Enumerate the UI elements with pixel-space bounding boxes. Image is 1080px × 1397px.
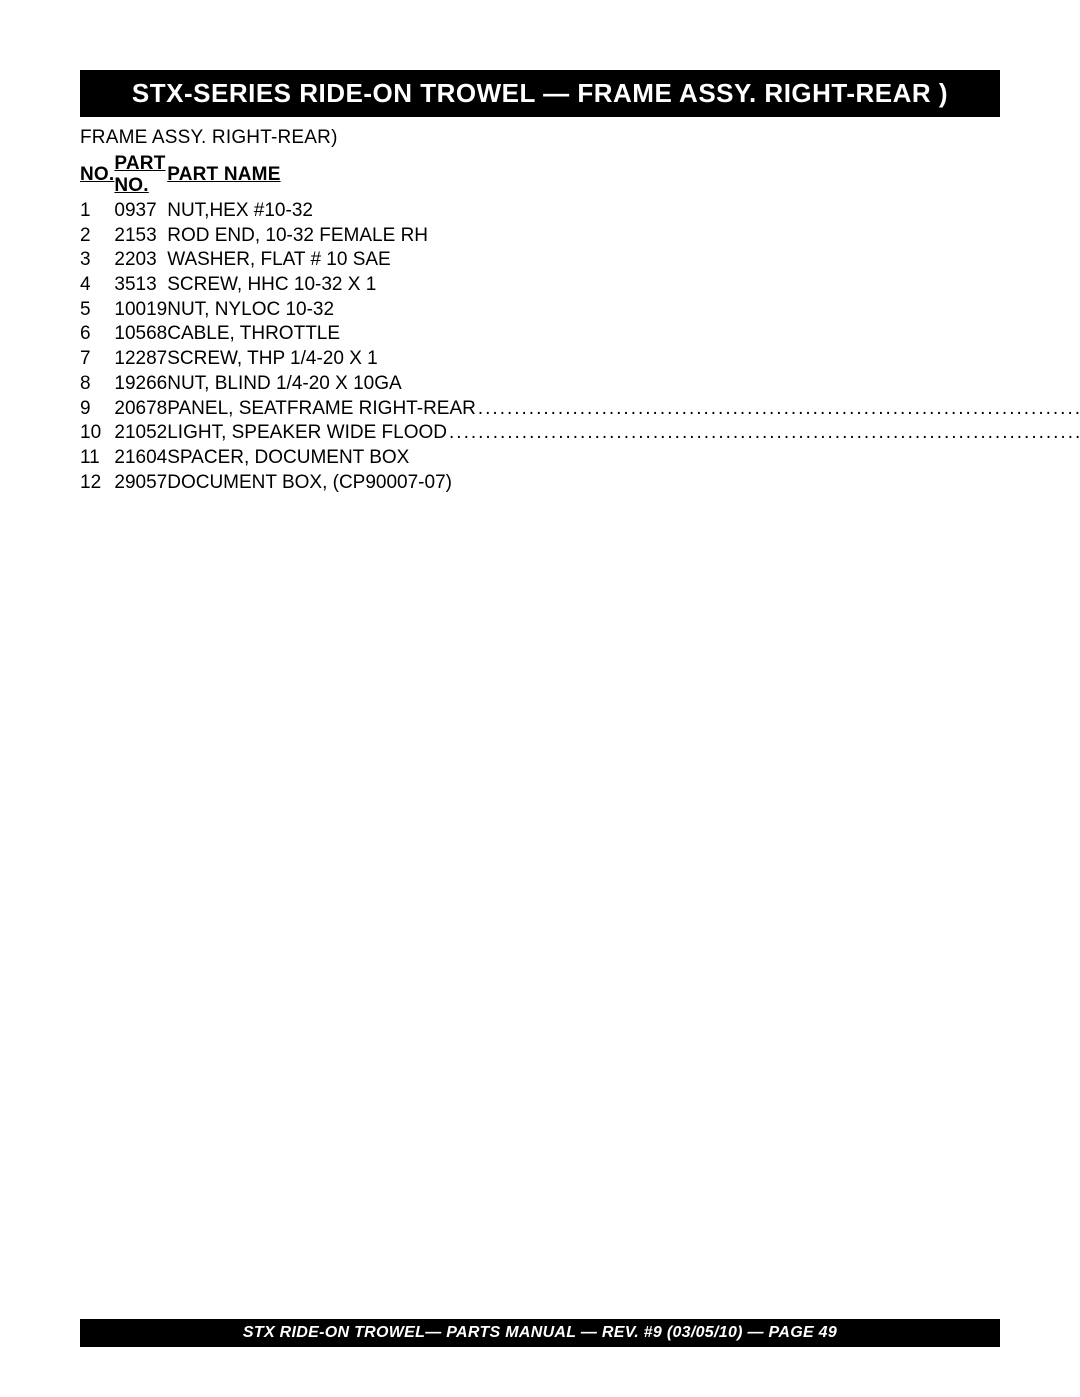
cell-part-no: 10019 (114, 298, 167, 323)
table-row: 1121604SPACER, DOCUMENT BOX1 (80, 446, 1080, 471)
cell-part-name: SCREW, THP 1/4-20 X 1 (167, 347, 1080, 372)
cell-part-no: 2153 (114, 224, 167, 249)
cell-part-name: WASHER, FLAT # 10 SAE (167, 248, 1080, 273)
table-row: 1021052LIGHT, SPEAKER WIDE FLOOD........… (80, 421, 1080, 446)
page-title-text: STX-SERIES RIDE-ON TROWEL — FRAME ASSY. … (132, 78, 948, 108)
cell-part-no: 0937 (114, 199, 167, 224)
cell-no: 8 (80, 372, 114, 397)
table-row: 43513SCREW, HHC 10-32 X 12 (80, 273, 1080, 298)
col-header-part-no: PART NO. (114, 153, 167, 199)
page-footer-text: STX RIDE-ON TROWEL— PARTS MANUAL — REV. … (243, 1324, 837, 1341)
cell-part-no: 21052 (114, 421, 167, 446)
col-header-part-name: PART NAME (167, 153, 1080, 199)
col-header-no: NO. (80, 153, 114, 199)
part-name-text: PANEL, SEATFRAME RIGHT-REAR (167, 397, 476, 422)
table-row: 920678PANEL, SEATFRAME RIGHT-REAR.......… (80, 397, 1080, 422)
dot-leader: ........................................… (476, 397, 1080, 422)
cell-no: 1 (80, 199, 114, 224)
cell-part-name: LIGHT, SPEAKER WIDE FLOOD...............… (167, 421, 1080, 446)
cell-part-no: 29057 (114, 471, 167, 496)
cell-no: 5 (80, 298, 114, 323)
cell-no: 6 (80, 322, 114, 347)
cell-part-name: PANEL, SEATFRAME RIGHT-REAR.............… (167, 397, 1080, 422)
page-title-bar: STX-SERIES RIDE-ON TROWEL — FRAME ASSY. … (80, 70, 1000, 117)
cell-part-no: 19266 (114, 372, 167, 397)
cell-part-no: 10568 (114, 322, 167, 347)
dot-leader: ........................................… (447, 421, 1080, 446)
assembly-subtitle: FRAME ASSY. RIGHT-REAR) (80, 127, 1000, 149)
cell-no: 4 (80, 273, 114, 298)
cell-part-name: SCREW, HHC 10-32 X 1 (167, 273, 1080, 298)
parts-table-header-row: NO. PART NO. PART NAME QTY. REMARKS (80, 153, 1080, 199)
cell-part-name: NUT, NYLOC 10-32 (167, 298, 1080, 323)
cell-no: 3 (80, 248, 114, 273)
part-name-text: LIGHT, SPEAKER WIDE FLOOD (167, 421, 447, 446)
table-row: 610568CABLE, THROTTLE1 (80, 322, 1080, 347)
cell-no: 11 (80, 446, 114, 471)
cell-part-no: 21604 (114, 446, 167, 471)
table-row: 819266NUT, BLIND 1/4-20 X 10GA5 (80, 372, 1080, 397)
table-row: 10937NUT,HEX #10-322 (80, 199, 1080, 224)
table-row: 22153ROD END, 10-32 FEMALE RH2 (80, 224, 1080, 249)
cell-part-name: CABLE, THROTTLE (167, 322, 1080, 347)
cell-no: 2 (80, 224, 114, 249)
parts-table: NO. PART NO. PART NAME QTY. REMARKS 1093… (80, 153, 1080, 495)
table-row: 1229057DOCUMENT BOX, (CP90007-07)1 (80, 471, 1080, 496)
cell-no: 12 (80, 471, 114, 496)
cell-part-no: 2203 (114, 248, 167, 273)
cell-part-name: NUT,HEX #10-32 (167, 199, 1080, 224)
page-footer-bar: STX RIDE-ON TROWEL— PARTS MANUAL — REV. … (80, 1319, 1000, 1347)
cell-no: 9 (80, 397, 114, 422)
cell-part-no: 12287 (114, 347, 167, 372)
cell-no: 10 (80, 421, 114, 446)
table-row: 510019NUT, NYLOC 10-322 (80, 298, 1080, 323)
cell-part-name: ROD END, 10-32 FEMALE RH (167, 224, 1080, 249)
cell-part-name: SPACER, DOCUMENT BOX (167, 446, 1080, 471)
cell-part-name: NUT, BLIND 1/4-20 X 10GA (167, 372, 1080, 397)
table-row: 712287SCREW, THP 1/4-20 X 15 (80, 347, 1080, 372)
parts-table-body: 10937NUT,HEX #10-32222153ROD END, 10-32 … (80, 199, 1080, 495)
cell-part-no: 3513 (114, 273, 167, 298)
cell-no: 7 (80, 347, 114, 372)
cell-part-no: 20678 (114, 397, 167, 422)
table-row: 32203WASHER, FLAT # 10 SAE5 (80, 248, 1080, 273)
cell-part-name: DOCUMENT BOX, (CP90007-07) (167, 471, 1080, 496)
